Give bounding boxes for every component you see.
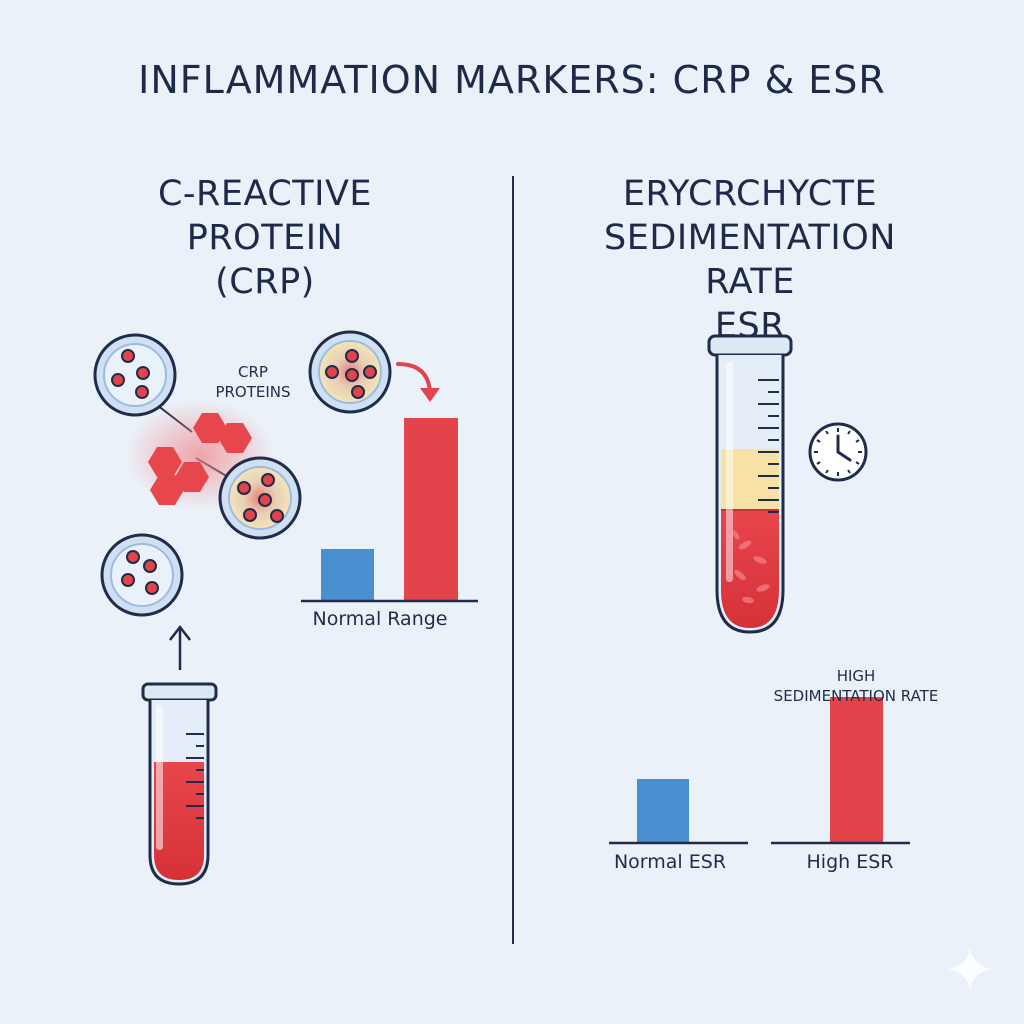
blood-cell-icon (308, 330, 392, 414)
blood-cell-icon (218, 456, 302, 540)
test-tube-icon (141, 682, 218, 886)
section-divider (512, 176, 514, 944)
blood-cell-icon (100, 533, 184, 617)
esr-bar-chart (609, 697, 910, 845)
high-sedimentation-label: HIGH SEDIMENTATION RATE (773, 667, 939, 705)
normal-esr-label: Normal ESR (613, 851, 727, 873)
crp-heading: C-REACTIVE PROTEIN (CRP) (157, 174, 373, 302)
high-crp-bar (404, 418, 458, 600)
high-esr-bar (830, 697, 883, 842)
page-title: INFLAMMATION MARKERS: CRP & ESR (138, 58, 886, 102)
arrow-up-icon (169, 624, 191, 670)
sparkle-icon (948, 948, 992, 990)
clock-icon (808, 422, 868, 482)
crp-bar-chart (301, 418, 478, 603)
crp-hexagon-icon (148, 413, 252, 505)
high-esr-label: High ESR (806, 851, 894, 873)
normal-crp-bar (321, 549, 374, 600)
crp-proteins-label: CRP PROTEINS (215, 363, 291, 401)
curved-arrow-icon (396, 362, 440, 402)
blood-cell-icon (93, 333, 177, 417)
normal-range-label: Normal Range (312, 608, 448, 630)
normal-esr-bar (637, 779, 689, 842)
test-tube-icon (707, 334, 793, 634)
